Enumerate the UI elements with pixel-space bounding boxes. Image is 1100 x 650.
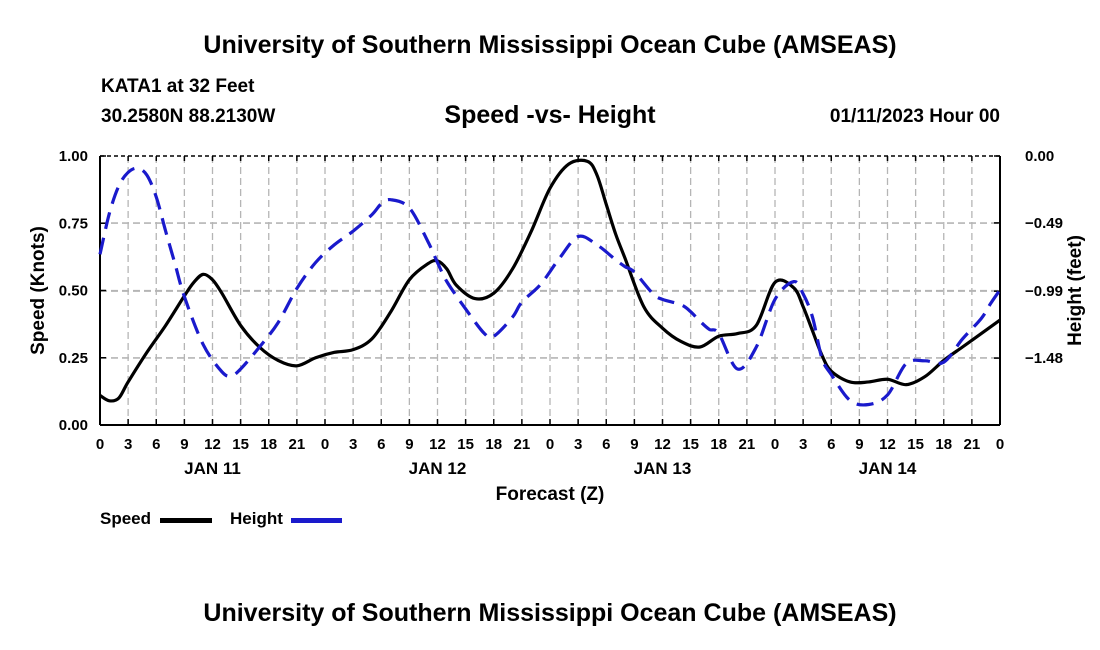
- x-tick-label: 12: [879, 436, 896, 453]
- x-tick-label: 9: [405, 436, 413, 453]
- day-label: JAN 13: [634, 459, 692, 478]
- x-tick-label: 18: [710, 436, 727, 453]
- y2-tick-label: −1.48: [1025, 350, 1063, 367]
- y-tick-label: 0.50: [59, 283, 88, 300]
- x-tick-label: 21: [964, 436, 981, 453]
- x-tick-label: 0: [321, 436, 329, 453]
- x-tick-label: 18: [260, 436, 277, 453]
- x-tick-label: 12: [429, 436, 446, 453]
- height-series-line: [98, 166, 1002, 407]
- legend-speed-swatch: [160, 518, 212, 523]
- y-tick-label: 0.75: [59, 215, 88, 232]
- forecast-datetime: 01/11/2023 Hour 00: [829, 106, 1000, 127]
- x-tick-label: 18: [935, 436, 952, 453]
- x-tick-label: 3: [574, 436, 582, 453]
- x-tick-label: 18: [485, 436, 502, 453]
- x-tick-label: 9: [855, 436, 863, 453]
- x-tick-label: 15: [232, 436, 249, 453]
- legend-height-swatch: [291, 518, 342, 523]
- y2-axis-title: Height (feet): [1065, 235, 1086, 346]
- speed-series-line: [99, 158, 1001, 403]
- chart-title: Speed -vs- Height: [0, 101, 1100, 130]
- y-axis-title: Speed (Knots): [28, 226, 49, 355]
- y2-tick-label: 0.00: [1025, 148, 1054, 165]
- x-tick-label: 15: [682, 436, 699, 453]
- x-tick-label: 6: [377, 436, 385, 453]
- x-tick-label: 21: [739, 436, 756, 453]
- x-tick-label: 0: [96, 436, 104, 453]
- footer-title: University of Southern Mississippi Ocean…: [203, 599, 897, 627]
- y-tick-label: 1.00: [59, 148, 88, 165]
- x-tick-label: 3: [124, 436, 132, 453]
- x-tick-label: 21: [514, 436, 531, 453]
- x-tick-label: 9: [630, 436, 638, 453]
- x-axis-title: Forecast (Z): [496, 484, 605, 505]
- y2-tick-label: −0.49: [1025, 215, 1063, 232]
- day-label: JAN 11: [184, 459, 241, 478]
- y-tick-label: 0.25: [59, 350, 88, 367]
- x-tick-label: 21: [289, 436, 306, 453]
- x-tick-label: 0: [771, 436, 779, 453]
- x-tick-label: 6: [152, 436, 160, 453]
- legend-speed-label: Speed: [100, 509, 152, 528]
- y-tick-label: 0.00: [59, 417, 88, 434]
- chart-main-title: University of Southern Mississippi Ocean…: [203, 31, 897, 59]
- y2-tick-label: −0.99: [1025, 283, 1063, 300]
- x-tick-label: 15: [907, 436, 924, 453]
- x-tick-label: 12: [654, 436, 671, 453]
- day-label: JAN 14: [859, 459, 917, 478]
- x-tick-label: 6: [827, 436, 835, 453]
- x-tick-label: 0: [996, 436, 1004, 453]
- station-coordinates: 30.2580N 88.2130W: [101, 106, 276, 127]
- x-tick-label: 12: [204, 436, 221, 453]
- x-tick-label: 3: [799, 436, 807, 453]
- x-tick-label: 9: [180, 436, 188, 453]
- legend-height-label: Height: [230, 509, 283, 528]
- x-tick-label: 0: [546, 436, 554, 453]
- chart-title-text: Speed -vs- Height: [444, 101, 656, 129]
- x-tick-label: 3: [349, 436, 357, 453]
- x-tick-label: 6: [602, 436, 610, 453]
- station-label: KATA1 at 32 Feet: [101, 76, 255, 97]
- day-label: JAN 12: [409, 459, 467, 478]
- x-tick-label: 15: [457, 436, 474, 453]
